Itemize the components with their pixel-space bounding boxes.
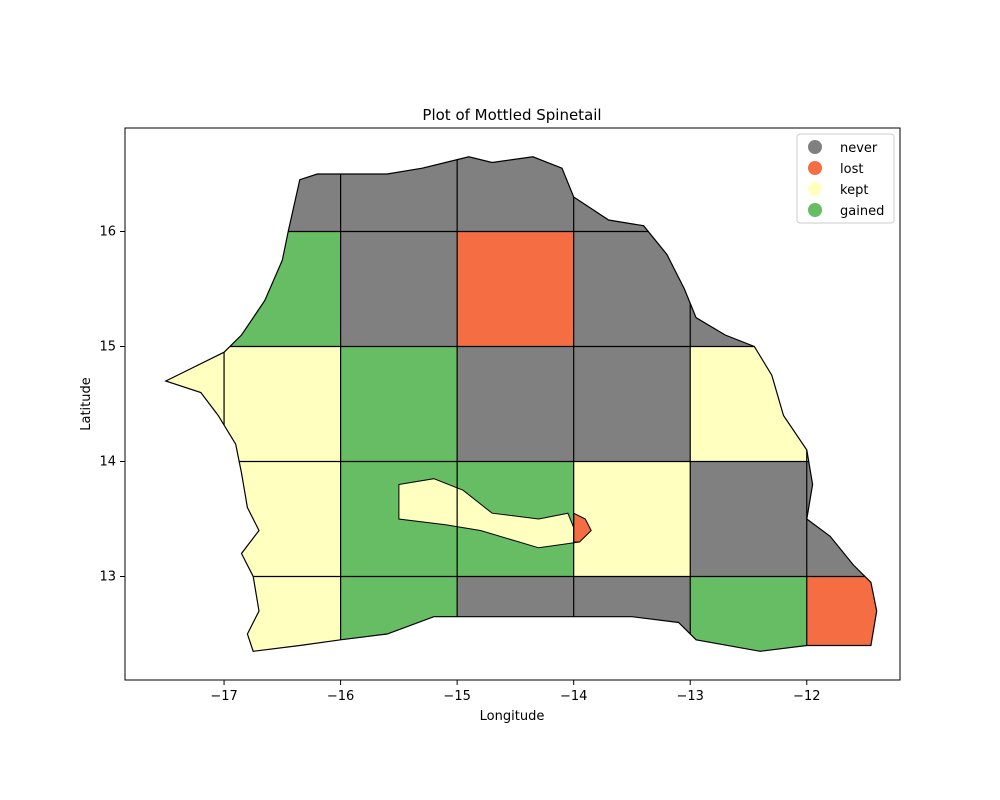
legend-marker-never <box>808 140 822 154</box>
grid-cell-never <box>457 156 574 232</box>
grid-cell-never <box>457 346 574 462</box>
legend-label-kept: kept <box>840 183 868 198</box>
y-tick-label: 16 <box>99 225 116 240</box>
axes-border <box>124 127 901 681</box>
legend-label-never: never <box>840 141 878 156</box>
grid-cell-never <box>573 346 691 462</box>
x-tick-label: −15 <box>443 689 470 704</box>
x-axis-label: Longitude <box>480 709 545 724</box>
grid-cell-lost <box>457 231 574 347</box>
y-axis-ticks: 13 14 15 16 <box>99 225 125 585</box>
x-tick-label: −13 <box>677 689 704 704</box>
x-axis-ticks: −17 −16 −15 −14 −13 −12 <box>210 680 820 704</box>
y-axis-label: Latitude <box>79 377 94 431</box>
grid-cell-never <box>690 461 807 577</box>
x-tick-label: −14 <box>560 689 587 704</box>
y-tick-label: 14 <box>99 455 116 470</box>
x-tick-label: −12 <box>793 689 820 704</box>
grid-cell-kept <box>224 346 341 462</box>
chart-title: Plot of Mottled Spinetail <box>422 106 601 124</box>
y-tick-label: 15 <box>99 340 116 355</box>
country-outline <box>164 156 878 652</box>
legend-label-lost: lost <box>840 162 863 177</box>
legend-marker-gained <box>808 203 822 217</box>
legend-label-gained: gained <box>840 204 884 219</box>
legend-box <box>796 133 895 224</box>
legend-marker-kept <box>808 182 822 196</box>
grid-cell-gained <box>690 576 807 652</box>
special-regions <box>398 478 592 549</box>
y-tick-label: 13 <box>99 570 116 585</box>
legend: never lost kept gained <box>796 133 895 224</box>
grid-cell-kept <box>573 461 691 577</box>
grid-cell-never <box>340 231 458 347</box>
x-tick-label: −17 <box>210 689 237 704</box>
grid-cell-gained <box>340 346 458 462</box>
legend-marker-lost <box>808 161 822 175</box>
grid-cell-lost <box>806 576 877 652</box>
x-tick-label: −16 <box>327 689 354 704</box>
